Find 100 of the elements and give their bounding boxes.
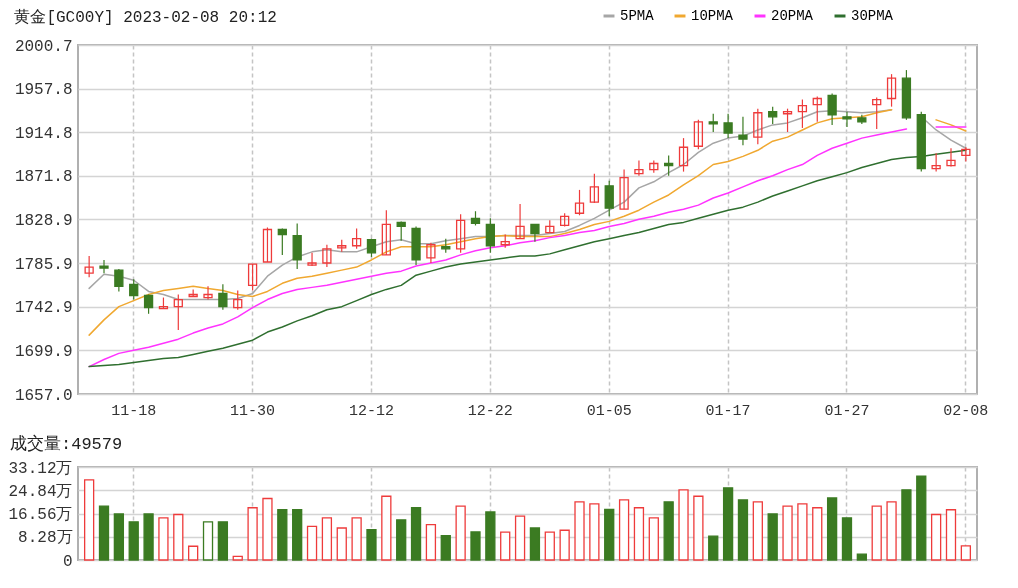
- bar: [470, 531, 481, 561]
- bar: [336, 527, 347, 561]
- bar: [722, 487, 734, 561]
- bar: [871, 505, 882, 561]
- candlestick: [351, 227, 362, 250]
- bar: [678, 489, 689, 561]
- bar: [574, 501, 585, 561]
- bar: [693, 495, 704, 561]
- candlestick: [277, 227, 287, 256]
- bar: [767, 513, 778, 561]
- candlestick: [708, 113, 718, 133]
- bar: [901, 489, 912, 561]
- bar: [232, 555, 243, 561]
- bar: [351, 517, 362, 561]
- candlestick: [247, 263, 258, 292]
- bar: [113, 513, 125, 561]
- bar: [396, 519, 407, 561]
- bar: [247, 507, 258, 561]
- candlestick: [842, 111, 852, 128]
- bar: [826, 497, 838, 561]
- candlestick: [515, 203, 525, 240]
- candlestick: [218, 283, 228, 311]
- bar: [381, 495, 392, 561]
- bar: [633, 507, 645, 561]
- x-tick-label: 11-30: [230, 402, 276, 420]
- candlestick: [693, 119, 704, 150]
- bar: [425, 523, 437, 561]
- x-tick-label: 12-12: [348, 402, 394, 420]
- bar: [752, 501, 763, 561]
- bar: [663, 501, 674, 561]
- candlestick: [946, 147, 956, 168]
- bar: [841, 517, 853, 561]
- candlestick: [797, 98, 808, 129]
- bar: [589, 503, 600, 561]
- bar: [188, 545, 199, 561]
- bar: [618, 499, 630, 561]
- chart-title: 黄金[GC00Y] 2023-02-08 20:12: [14, 8, 277, 27]
- candlestick: [485, 217, 495, 254]
- bar: [202, 521, 214, 561]
- y-tick-label: 33.12万: [8, 459, 73, 478]
- bar: [782, 505, 793, 561]
- candlestick: [589, 173, 600, 204]
- bar: [500, 531, 511, 561]
- bar: [83, 479, 95, 561]
- y-tick-label: 2000.7: [14, 37, 73, 56]
- candlestick: [931, 152, 941, 173]
- candlestick: [143, 293, 154, 315]
- candlestick: [455, 213, 466, 254]
- candlestick: [604, 180, 614, 217]
- x-tick-label: 01-27: [824, 402, 870, 420]
- candlestick: [129, 278, 139, 301]
- legend-label: 30PMA: [851, 8, 894, 24]
- candlestick: [233, 289, 243, 311]
- y-tick-label: 1657.0: [14, 386, 73, 405]
- candlestick: [307, 252, 317, 267]
- bar: [455, 505, 466, 561]
- bar: [737, 499, 749, 561]
- bar: [856, 553, 867, 561]
- bar: [797, 503, 808, 561]
- candlestick: [872, 96, 882, 130]
- candlestick: [812, 95, 822, 123]
- candlestick: [84, 255, 94, 278]
- bar: [559, 529, 570, 561]
- y-tick-label: 1785.9: [14, 255, 73, 274]
- candlestick: [634, 159, 644, 177]
- bar: [366, 529, 377, 561]
- bar: [960, 545, 972, 561]
- bar: [648, 517, 659, 561]
- x-tick-label: 12-22: [467, 402, 513, 420]
- bar: [158, 517, 169, 561]
- candlestick: [678, 137, 689, 173]
- bar: [930, 513, 942, 561]
- bar: [514, 515, 526, 561]
- y-tick-label: 24.84万: [8, 482, 73, 501]
- bar: [440, 534, 451, 561]
- candlestick: [574, 189, 585, 216]
- candlestick: [827, 92, 837, 126]
- bar: [143, 513, 154, 561]
- y-tick-label: 1871.8: [14, 168, 73, 187]
- candlestick: [782, 108, 793, 133]
- bar: [306, 525, 318, 561]
- candlestick: [114, 268, 124, 293]
- bar: [485, 511, 496, 561]
- candlestick: [738, 116, 748, 146]
- y-tick-label: 1742.9: [14, 299, 73, 318]
- bar: [708, 535, 719, 561]
- y-tick-label: 8.28万: [18, 529, 73, 548]
- candlestick: [99, 259, 109, 274]
- candlestick: [619, 168, 629, 210]
- legend-label: 20PMA: [771, 8, 814, 24]
- y-tick-label: 1828.9: [14, 211, 73, 230]
- y-tick-label: 1699.9: [14, 342, 73, 361]
- candlestick: [664, 154, 674, 177]
- bar: [916, 475, 927, 561]
- bar: [544, 531, 555, 561]
- bar: [262, 497, 273, 561]
- bar: [945, 509, 957, 561]
- bar: [217, 521, 229, 561]
- candlestick: [886, 73, 897, 108]
- bar: [529, 527, 541, 561]
